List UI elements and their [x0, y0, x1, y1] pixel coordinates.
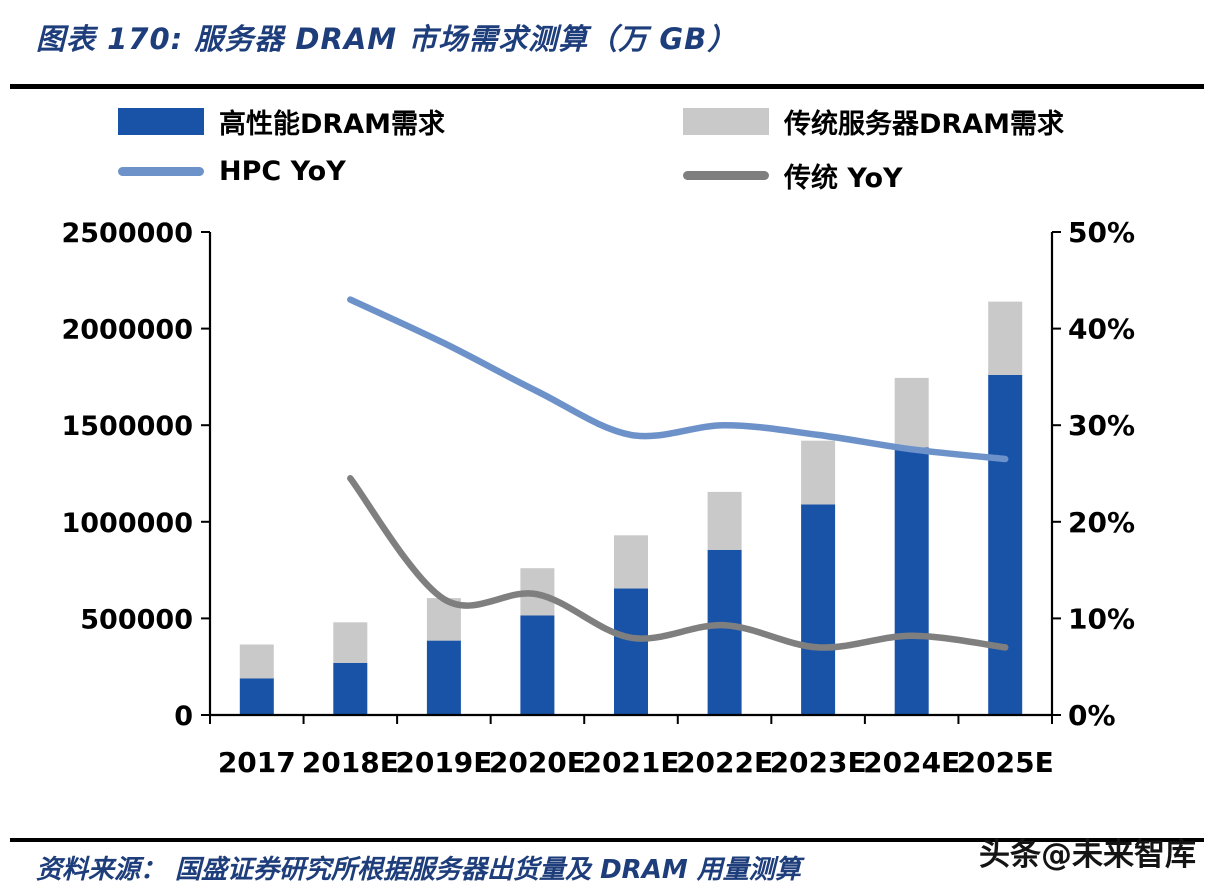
legend-label-high-perf-dram: 高性能DRAM需求: [219, 109, 445, 140]
bar-segment-2017-s1: [239, 644, 274, 679]
legend-label-traditional-yoy: 传统 YoY: [784, 163, 903, 194]
bar-segment-2017-s0: [239, 678, 274, 715]
legend-swatch-traditional-bar: [683, 108, 769, 135]
bar-segment-2024E-s1: [894, 377, 929, 448]
legend-swatch-high-perf-bar: [118, 108, 204, 135]
left-axis-tick-label: 0: [174, 701, 193, 732]
legend-swatch-hpc-yoy-line: [118, 167, 204, 176]
legend-swatch-traditional-yoy-line: [683, 171, 769, 180]
trend-line-0: [347, 296, 1009, 463]
x-axis-category-label: 2017: [218, 746, 296, 779]
bar-segment-2023E-s0: [801, 504, 836, 715]
right-axis-tick-label: 30%: [1068, 409, 1135, 442]
left-axis-tick-label: 2000000: [61, 315, 193, 346]
x-axis-category-label: 2022E: [676, 746, 773, 779]
bar-segment-2022E-s0: [707, 549, 742, 715]
source-note: 资料来源： 国盛证券研究所根据服务器出货量及 DRAM 用量测算: [36, 855, 801, 885]
trend-line-1: [347, 475, 1009, 651]
footer-divider: [10, 838, 1204, 842]
x-axis-category-label: 2021E: [582, 746, 679, 779]
legend-item-hpc-yoy: HPC YoY: [118, 156, 346, 187]
x-axis-category-label: 2019E: [395, 746, 492, 779]
bar-segment-2024E-s0: [894, 447, 929, 715]
bar-segment-2021E-s0: [614, 588, 648, 715]
x-axis-category-label: 2020E: [489, 746, 586, 779]
bar-segment-2025E-s0: [988, 375, 1023, 715]
bar-segment-2019E-s0: [426, 640, 461, 715]
x-axis-category-label: 2018E: [302, 746, 399, 779]
bar-segment-2021E-s1: [614, 535, 648, 589]
right-axis-tick-label: 0%: [1068, 699, 1116, 732]
left-axis-tick-label: 2500000: [61, 218, 193, 249]
bar-segment-2023E-s1: [801, 440, 836, 505]
bar-segment-2022E-s1: [707, 491, 742, 550]
legend-label-traditional-dram: 传统服务器DRAM需求: [784, 109, 1064, 140]
legend-item-high-perf-dram: 高性能DRAM需求: [118, 102, 445, 141]
figure-title: 图表 170: 服务器 DRAM 市场需求测算（万 GB）: [36, 22, 738, 56]
right-axis-tick-label: 40%: [1068, 313, 1135, 346]
bar-segment-2020E-s0: [520, 615, 555, 715]
legend-item-traditional-dram: 传统服务器DRAM需求: [683, 102, 1064, 141]
right-axis-tick-label: 50%: [1068, 216, 1135, 249]
legend-item-traditional-yoy: 传统 YoY: [683, 156, 903, 195]
x-axis-category-label: 2024E: [863, 746, 960, 779]
watermark-toutiao: 头条@未来智库: [979, 837, 1196, 873]
legend-label-hpc-yoy: HPC YoY: [219, 156, 346, 187]
right-axis-tick-label: 20%: [1068, 506, 1135, 539]
left-axis-tick-label: 1000000: [61, 508, 193, 539]
left-axis-tick-label: 1500000: [61, 411, 193, 442]
bar-segment-2025E-s1: [988, 301, 1023, 375]
right-axis-tick-label: 10%: [1068, 602, 1135, 635]
left-axis-tick-label: 500000: [80, 604, 193, 635]
bar-segment-2018E-s0: [333, 662, 368, 715]
x-axis-category-label: 2025E: [957, 746, 1054, 779]
title-divider: [10, 84, 1204, 89]
bar-segment-2018E-s1: [333, 622, 368, 663]
x-axis-category-label: 2023E: [770, 746, 867, 779]
